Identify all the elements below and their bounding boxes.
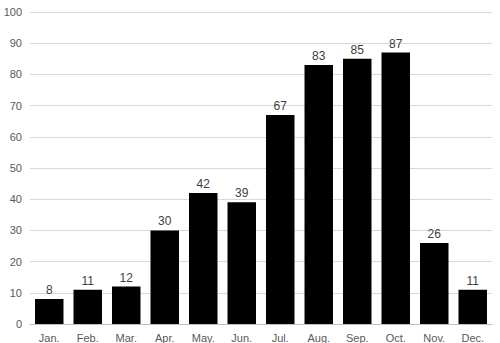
- svg-text:Feb.: Feb.: [77, 332, 99, 343]
- svg-text:8: 8: [46, 283, 53, 297]
- svg-text:90: 90: [10, 37, 22, 49]
- svg-text:Dec.: Dec.: [461, 332, 484, 343]
- svg-text:10: 10: [10, 287, 22, 299]
- svg-text:26: 26: [428, 227, 442, 241]
- svg-text:30: 30: [10, 224, 22, 236]
- svg-text:30: 30: [158, 214, 172, 228]
- svg-text:Jun.: Jun.: [231, 332, 252, 343]
- svg-text:Mar.: Mar.: [116, 332, 137, 343]
- svg-text:100: 100: [4, 6, 22, 18]
- svg-text:67: 67: [274, 99, 288, 113]
- svg-text:Jul.: Jul.: [272, 332, 289, 343]
- svg-text:12: 12: [120, 271, 134, 285]
- svg-text:42: 42: [197, 177, 211, 191]
- svg-text:20: 20: [10, 256, 22, 268]
- svg-text:Sep.: Sep.: [346, 332, 369, 343]
- svg-text:83: 83: [312, 49, 326, 63]
- svg-text:87: 87: [389, 37, 403, 51]
- svg-text:Aug.: Aug.: [307, 332, 330, 343]
- svg-text:Oct.: Oct.: [386, 332, 406, 343]
- svg-text:50: 50: [10, 162, 22, 174]
- svg-text:70: 70: [10, 100, 22, 112]
- svg-text:Nov.: Nov.: [423, 332, 445, 343]
- svg-text:85: 85: [351, 43, 365, 57]
- svg-text:40: 40: [10, 193, 22, 205]
- svg-text:60: 60: [10, 131, 22, 143]
- svg-text:39: 39: [235, 186, 249, 200]
- svg-text:May.: May.: [192, 332, 215, 343]
- svg-text:Apr.: Apr.: [155, 332, 175, 343]
- svg-text:Jan.: Jan.: [39, 332, 60, 343]
- svg-text:80: 80: [10, 68, 22, 80]
- svg-text:11: 11: [467, 274, 480, 288]
- svg-text:0: 0: [16, 318, 22, 330]
- svg-text:11: 11: [82, 274, 95, 288]
